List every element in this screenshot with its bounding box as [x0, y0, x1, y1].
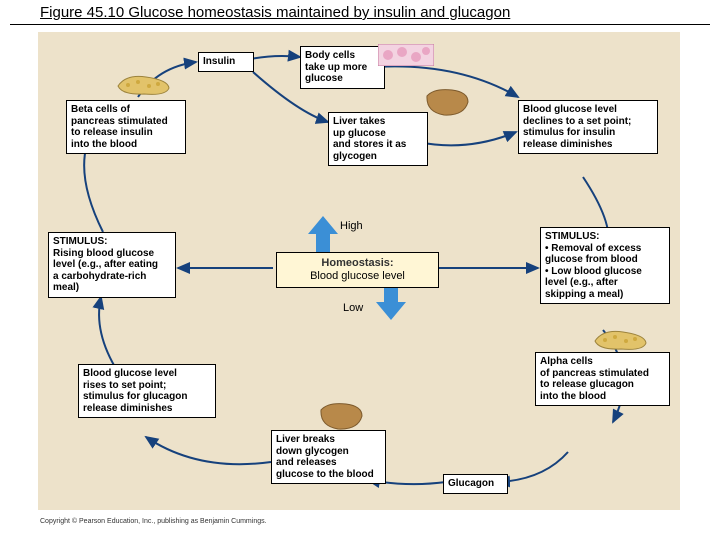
insulin-box: Insulin	[198, 52, 254, 72]
liver-lower-icon	[318, 402, 364, 432]
liver-upper-icon	[424, 88, 470, 118]
stimulus-right-box: STIMULUS: • Removal of excess glucose fr…	[540, 227, 670, 304]
copyright-text: Copyright © Pearson Education, Inc., pub…	[40, 518, 267, 525]
glucagon-box: Glucagon	[443, 474, 508, 494]
homeo-sub: Blood glucose level	[310, 270, 405, 282]
body-cells-icon	[378, 44, 434, 66]
low-label: Low	[343, 302, 363, 314]
decline-box: Blood glucose level declines to a set po…	[518, 100, 658, 154]
pancreas-upper-icon	[116, 72, 171, 98]
figure-title: Figure 45.10 Glucose homeostasis maintai…	[40, 4, 680, 21]
title-rule	[10, 24, 710, 25]
liver-uptake-box: Liver takes up glucose and stores it as …	[328, 112, 428, 166]
liver-breakdown-box: Liver breaks down glycogen and releases …	[271, 430, 386, 484]
high-label: High	[340, 220, 363, 232]
beta-cells-box: Beta cells of pancreas stimulated to rel…	[66, 100, 186, 154]
homeostasis-box: Homeostasis: Blood glucose level	[276, 252, 439, 288]
homeo-title: Homeostasis:	[321, 257, 393, 269]
diagram-canvas: High Low Homeostasis: Blood glucose leve…	[38, 32, 680, 510]
pancreas-lower-icon	[593, 327, 648, 353]
bodycells-box: Body cells take up more glucose	[300, 46, 385, 89]
rises-box: Blood glucose level rises to set point; …	[78, 364, 216, 418]
low-arrow-icon	[376, 284, 406, 320]
high-arrow-icon	[308, 216, 338, 252]
alpha-cells-box: Alpha cells of pancreas stimulated to re…	[535, 352, 670, 406]
stimulus-left-box: STIMULUS: Rising blood glucose level (e.…	[48, 232, 176, 298]
